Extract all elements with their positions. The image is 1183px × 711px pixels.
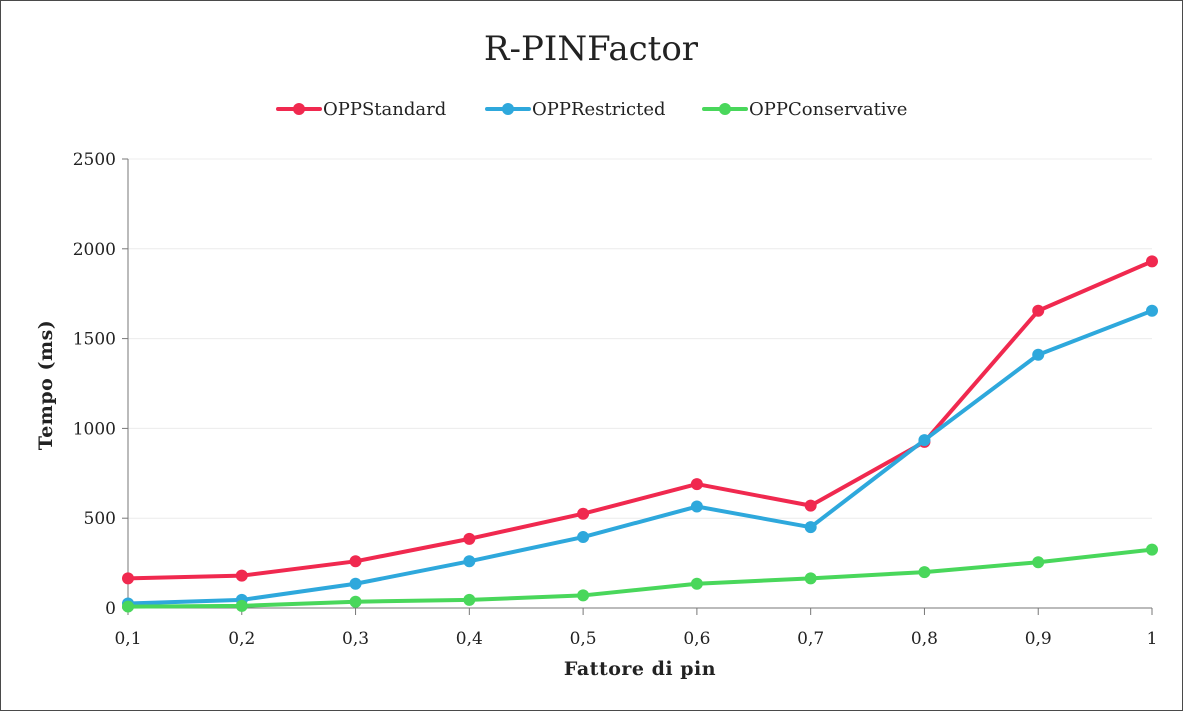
x-tick-label: 1	[1147, 629, 1158, 649]
legend-label-opprestricted: OPPRestricted	[532, 99, 666, 120]
chart-title: R-PINFactor	[484, 29, 699, 69]
x-tick-label: 0,3	[342, 629, 369, 649]
data-point-oppconservative	[122, 600, 134, 613]
x-tick-label: 0,7	[797, 629, 824, 649]
data-point-opprestricted	[349, 577, 362, 590]
data-point-oppconservative	[1032, 556, 1045, 569]
grid-lines	[128, 158, 1152, 519]
data-point-oppstandard	[235, 569, 248, 582]
data-point-opprestricted	[577, 531, 590, 544]
data-point-oppconservative	[804, 572, 817, 585]
x-axis-title: Fattore di pin	[564, 658, 716, 680]
data-point-opprestricted	[918, 434, 931, 447]
data-point-oppstandard	[349, 555, 362, 568]
x-tick-label: 0,6	[683, 629, 710, 649]
x-tick-label: 0,1	[114, 629, 141, 649]
series-line-oppconservative	[126, 547, 1154, 609]
data-point-opprestricted	[1146, 304, 1158, 317]
data-point-oppstandard	[1146, 255, 1158, 268]
data-point-oppstandard	[804, 499, 817, 512]
series-line-opprestricted	[126, 308, 1154, 606]
data-point-opprestricted	[690, 500, 703, 513]
data-point-oppconservative	[235, 599, 248, 612]
y-tick-label: 1000	[73, 419, 116, 439]
legend-marker-opprestricted	[502, 103, 514, 115]
x-tick-label: 0,2	[228, 629, 255, 649]
y-tick-label: 1500	[73, 330, 116, 350]
data-point-opprestricted	[804, 521, 817, 534]
data-point-oppstandard	[690, 478, 703, 491]
data-point-opprestricted	[1032, 348, 1045, 361]
x-tick-label: 0,8	[911, 629, 938, 649]
data-point-oppconservative	[349, 595, 362, 608]
x-tick-label: 0,5	[570, 629, 597, 649]
data-point-oppconservative	[577, 589, 590, 602]
series-lines	[122, 255, 1158, 613]
axes	[122, 158, 1153, 615]
y-tick-label: 2500	[73, 150, 116, 170]
data-point-oppconservative	[918, 566, 931, 579]
y-axis-title: Tempo (ms)	[35, 320, 57, 451]
y-tick-label: 500	[84, 509, 116, 529]
series-line-oppstandard	[126, 259, 1154, 581]
y-tick-label: 0	[105, 599, 116, 619]
legend-label-oppconservative: OPPConservative	[749, 99, 907, 120]
data-point-oppconservative	[690, 577, 703, 590]
data-point-opprestricted	[463, 555, 476, 568]
y-tick-label: 2000	[73, 240, 116, 260]
data-point-oppstandard	[463, 532, 476, 545]
legend-marker-oppconservative	[719, 103, 731, 115]
x-tick-label: 0,9	[1025, 629, 1052, 649]
data-point-oppstandard	[1032, 304, 1045, 317]
legend: OPPStandard OPPRestricted OPPConservative	[276, 99, 907, 120]
data-point-oppstandard	[122, 572, 134, 585]
data-point-oppconservative	[1146, 543, 1158, 556]
data-point-oppconservative	[463, 593, 476, 606]
legend-marker-oppstandard	[293, 103, 305, 115]
tick-labels: 0 500 1000 1500 2000 2500 0,1 0,2 0,3 0,4 0,5 0,6 0,…	[73, 150, 1158, 649]
data-point-oppstandard	[577, 507, 590, 520]
legend-label-oppstandard: OPPStandard	[323, 99, 446, 120]
x-tick-label: 0,4	[456, 629, 483, 649]
